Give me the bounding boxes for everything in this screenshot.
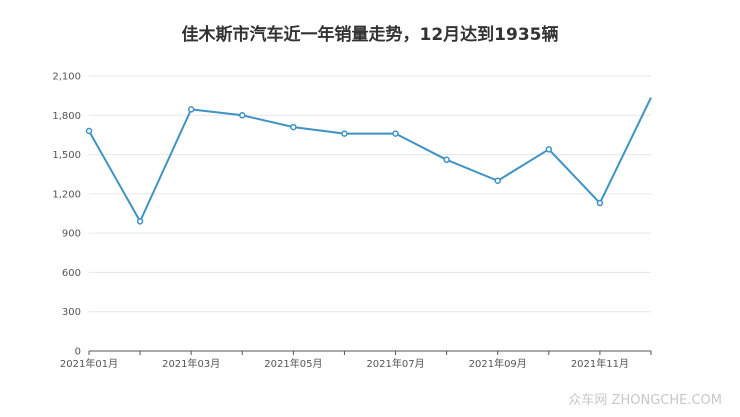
y-tick-label: 0 [75,347,81,358]
watermark-text: 众车网 ZHONGCHE.COM [568,393,722,408]
x-tick-label: 2021年07月 [366,357,424,370]
grid-lines [89,75,651,313]
data-point [136,218,144,225]
x-tick-label: 2021年01月 [60,357,118,370]
y-tick-label: 2,100 [52,72,81,83]
data-point [392,130,399,137]
y-tick-label: 1,800 [52,111,81,122]
data-point [545,146,553,153]
x-tick-label: 2021年11月 [571,357,629,370]
y-tick-label: 900 [62,229,81,240]
y-tick-label: 600 [62,268,81,279]
axes: 0 300 600 900 1,200 1,500 1,800 2,100 2021年01月 20… [52,72,652,370]
chart-title: 佳木斯市汽车近一年销量走势，12月达到1935辆 [181,25,559,45]
y-tick-label: 1,200 [52,189,81,200]
data-point [85,127,93,135]
data-point [239,112,246,119]
series-line [88,97,652,223]
data-point [187,106,195,113]
data-point [290,123,297,131]
x-tick-label: 2021年05月 [264,357,322,370]
data-point [341,130,348,137]
series [85,97,652,225]
y-tick-label: 300 [62,307,81,318]
x-tick-label: 2021年03月 [162,357,220,370]
data-point [443,156,450,164]
x-tick-label: 2021年09月 [469,357,527,370]
y-tick-label: 1,500 [52,150,81,161]
data-point [494,177,501,185]
data-point [596,199,604,207]
